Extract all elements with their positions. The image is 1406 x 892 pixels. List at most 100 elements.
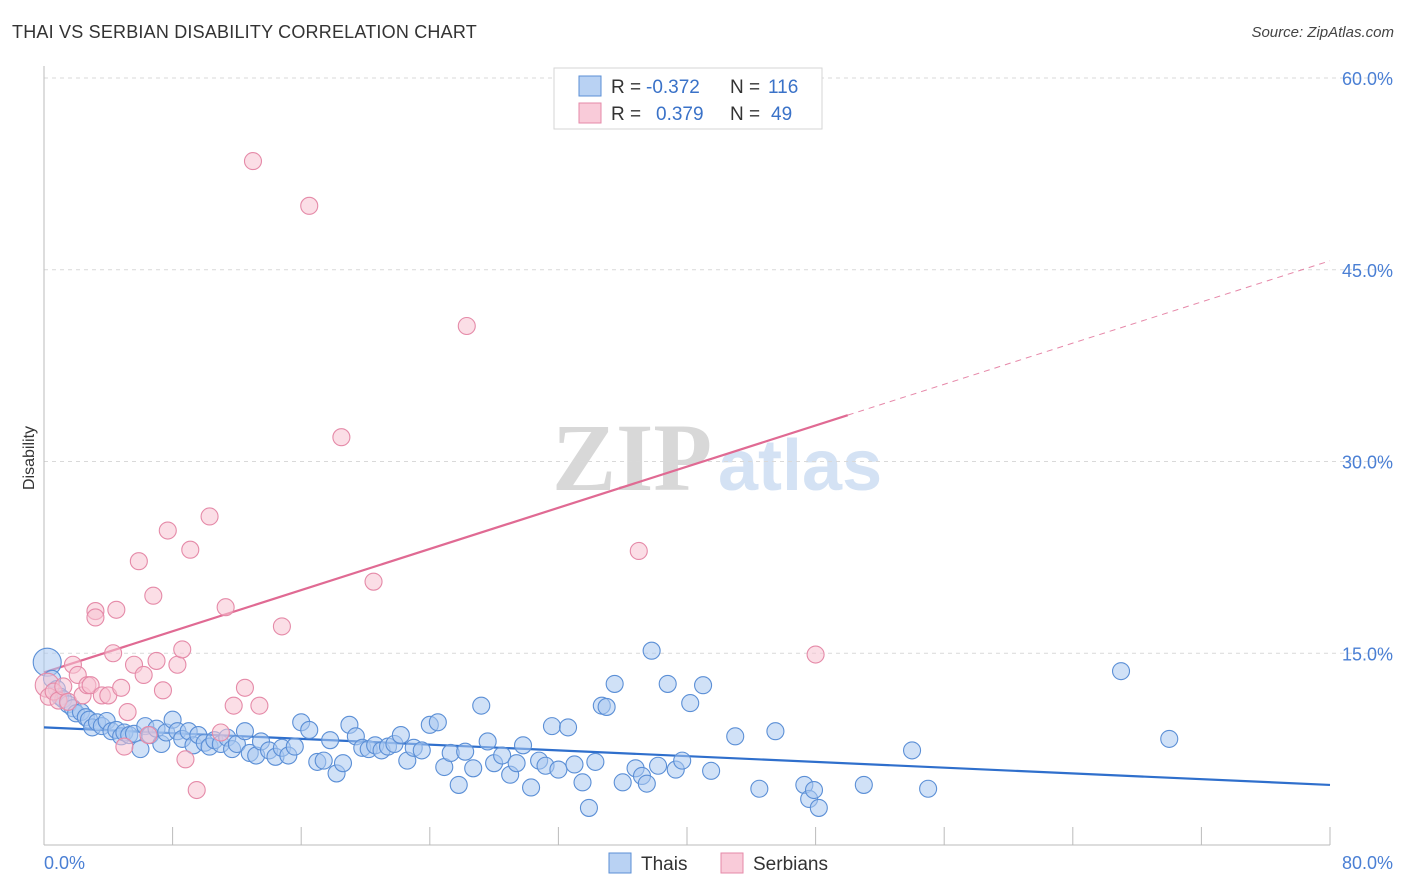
point-serbians xyxy=(224,696,243,715)
point-thais xyxy=(1160,729,1179,748)
point-serbians xyxy=(250,696,269,715)
series-legend: Thais Serbians xyxy=(608,852,828,875)
point-serbians xyxy=(144,586,163,605)
bottom-legend-swatch-thais[interactable] xyxy=(608,852,632,874)
point-serbians xyxy=(187,780,206,800)
point-serbians xyxy=(168,655,187,674)
point-thais xyxy=(642,641,661,660)
point-thais xyxy=(702,761,721,780)
point-serbians xyxy=(181,540,200,559)
point-thais xyxy=(637,774,656,793)
legend-swatch-thais xyxy=(578,75,602,97)
point-thais xyxy=(412,741,431,760)
point-thais xyxy=(549,760,568,779)
point-thais xyxy=(235,722,254,741)
bottom-legend-label-thais[interactable]: Thais xyxy=(641,854,687,875)
point-thais xyxy=(750,779,769,798)
point-thais xyxy=(449,775,468,794)
point-serbians xyxy=(115,737,134,756)
point-thais xyxy=(565,755,584,774)
point-thais xyxy=(673,751,692,770)
point-thais xyxy=(597,697,616,716)
point-serbians xyxy=(107,600,126,619)
point-thais xyxy=(605,674,624,693)
point-thais xyxy=(333,754,353,773)
point-thais xyxy=(464,759,483,778)
point-thais xyxy=(804,780,824,800)
point-thais xyxy=(300,720,319,740)
point-serbians xyxy=(457,316,476,336)
point-thais xyxy=(285,737,304,756)
point-thais xyxy=(1111,662,1131,681)
point-serbians xyxy=(806,645,825,664)
point-thais xyxy=(513,736,533,755)
y-axis-label: Disability xyxy=(21,426,38,490)
legend-n-label-thais: N = xyxy=(730,77,760,98)
y-tick-labels: 15.0% 30.0% 45.0% 60.0% xyxy=(1342,69,1393,664)
point-serbians xyxy=(86,608,105,627)
point-serbians xyxy=(139,726,158,745)
legend-r-label-serbians: R = xyxy=(611,104,641,125)
y-tick-label: 30.0% xyxy=(1342,453,1393,473)
x-tick-label-min: 0.0% xyxy=(44,853,85,873)
watermark-zip: ZIP xyxy=(552,404,712,511)
point-serbians xyxy=(243,152,263,171)
point-thais xyxy=(456,742,475,761)
bottom-legend-label-serbians[interactable]: Serbians xyxy=(753,854,828,875)
trend-line-serbians-projection xyxy=(847,260,1331,416)
point-serbians xyxy=(54,677,73,696)
point-thais xyxy=(493,746,512,765)
point-serbians xyxy=(112,678,131,697)
point-thais xyxy=(766,722,785,741)
point-serbians xyxy=(134,665,153,685)
legend-r-label-thais: R = xyxy=(611,77,641,98)
point-thais xyxy=(586,752,605,771)
point-serbians xyxy=(235,678,254,697)
point-serbians xyxy=(158,521,177,540)
point-serbians xyxy=(147,651,166,670)
y-tick-label: 60.0% xyxy=(1342,69,1393,89)
point-serbians xyxy=(104,644,123,663)
legend-n-value-serbians: 49 xyxy=(771,104,792,125)
point-serbians xyxy=(216,598,235,617)
legend-r-value-thais: -0.372 xyxy=(646,77,700,98)
point-thais xyxy=(854,775,873,794)
point-thais xyxy=(809,798,828,817)
x-tick-label-max: 80.0% xyxy=(1342,853,1393,873)
legend-r-value-serbians: 0.379 xyxy=(656,104,704,125)
data-points xyxy=(32,152,1179,817)
point-thais xyxy=(428,713,447,732)
point-serbians xyxy=(629,541,648,561)
point-thais xyxy=(522,778,541,797)
legend-n-value-thais: 116 xyxy=(768,77,798,98)
point-thais xyxy=(919,779,938,798)
source-label: Source: ZipAtlas.com xyxy=(1251,24,1394,41)
point-thais xyxy=(558,718,578,737)
point-serbians xyxy=(272,617,291,636)
point-thais xyxy=(507,754,526,773)
gridlines xyxy=(44,77,1392,654)
point-thais xyxy=(227,734,246,754)
watermark-atlas: atlas xyxy=(718,426,882,506)
point-thais xyxy=(726,727,745,746)
point-thais xyxy=(613,773,632,792)
point-serbians xyxy=(176,750,195,769)
point-serbians xyxy=(364,572,383,591)
point-thais xyxy=(658,674,677,693)
point-thais xyxy=(681,694,700,713)
y-tick-label: 45.0% xyxy=(1342,261,1393,281)
point-serbians xyxy=(200,507,219,526)
y-tick-label: 15.0% xyxy=(1342,644,1393,664)
chart-title: THAI VS SERBIAN DISABILITY CORRELATION C… xyxy=(12,22,477,42)
point-serbians xyxy=(153,681,173,700)
point-serbians xyxy=(332,428,351,447)
point-thais xyxy=(902,741,922,760)
legend-swatch-serbians xyxy=(578,102,602,124)
point-thais xyxy=(542,717,562,736)
bottom-legend-swatch-serbians[interactable] xyxy=(720,852,744,874)
axes xyxy=(43,66,1331,846)
point-serbians xyxy=(173,640,192,659)
point-thais xyxy=(391,726,410,745)
point-serbians xyxy=(211,723,230,742)
